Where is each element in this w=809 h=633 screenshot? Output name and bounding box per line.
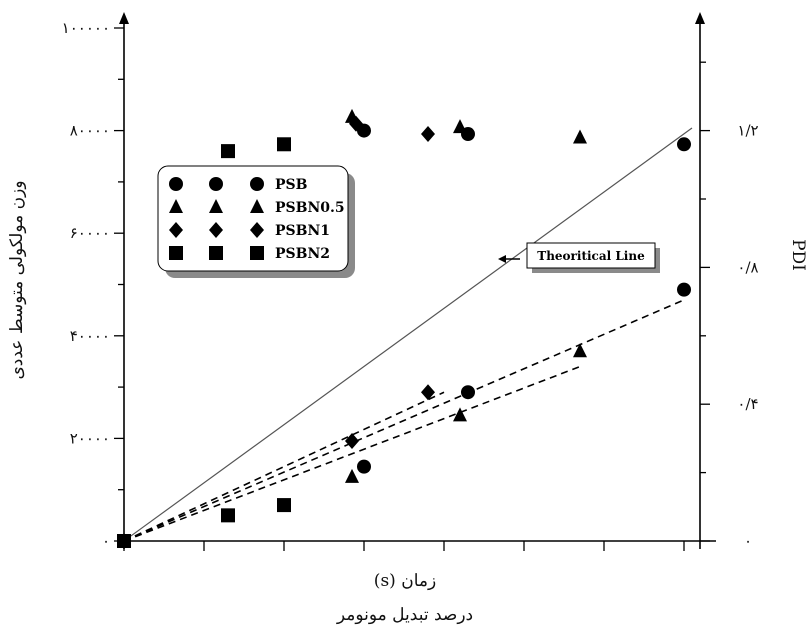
mn-point-psbn2 bbox=[117, 534, 131, 548]
annotation-arrowhead bbox=[498, 255, 506, 263]
mn-point-psbn05 bbox=[345, 468, 359, 483]
pdi-point-psbn05 bbox=[573, 129, 587, 144]
plot-frame bbox=[118, 12, 716, 549]
mn-point-psbn1 bbox=[345, 432, 359, 449]
pdi-point-psbn2 bbox=[277, 137, 291, 152]
chart-lines bbox=[123, 127, 693, 542]
fit-line-psbn05 bbox=[123, 365, 581, 542]
legend-marker bbox=[250, 246, 264, 260]
legend-label: PSB bbox=[275, 177, 308, 193]
legend-marker bbox=[250, 199, 264, 213]
legend-marker bbox=[209, 222, 223, 238]
mn-point-psb bbox=[677, 282, 691, 297]
left-tick-label: ۱۰۰۰۰۰ bbox=[62, 19, 110, 37]
legend-label: PSBN1 bbox=[275, 223, 330, 239]
left-axis-arrow bbox=[119, 12, 129, 24]
legend-marker bbox=[209, 246, 223, 260]
mn-point-psb bbox=[461, 385, 475, 400]
mn-point-psbn05 bbox=[453, 407, 467, 422]
mn-point-psb bbox=[357, 459, 371, 474]
theoretical-line-label: Theoritical Line bbox=[537, 249, 645, 263]
mn-point-psbn1 bbox=[421, 384, 435, 401]
fit-line-psb bbox=[123, 299, 685, 542]
fit-line-psbn1 bbox=[123, 391, 445, 542]
chart-marks bbox=[117, 108, 691, 549]
legend-marker bbox=[169, 246, 183, 260]
right-axis-arrow bbox=[695, 12, 705, 24]
y-axis-label-left: وزن مولکولی متوسط عددی bbox=[7, 180, 27, 379]
x-axis-label-line1: زمان (s) bbox=[374, 571, 436, 591]
mn-point-psbn2 bbox=[221, 508, 235, 523]
right-tick-label: ۱/۲ bbox=[737, 122, 758, 140]
mn-point-psbn2 bbox=[277, 498, 291, 513]
x-axis-label-line2: درصد تبدیل مونومر bbox=[336, 605, 473, 625]
right-tick-label: ۰/۸ bbox=[737, 258, 758, 276]
pdi-point-psbn05 bbox=[453, 119, 467, 134]
axis-ticks: ۰ ۲۰۰۰۰ ۴۰۰۰۰ ۶۰۰۰۰ ۸۰۰۰۰ ۱۰۰۰۰۰ ۰ ۰/۴ ۰/۸ ۱/۲ bbox=[62, 19, 759, 551]
pdi-point-psbn1 bbox=[421, 126, 435, 143]
legend-marker bbox=[209, 177, 223, 191]
left-tick-label: ۶۰۰۰۰ bbox=[70, 224, 110, 242]
legend: PSB PSBN0.5 PSBN1 PSBN2 bbox=[157, 165, 355, 278]
pdi-point-psb bbox=[357, 123, 371, 138]
left-tick-label: ۴۰۰۰۰ bbox=[70, 327, 110, 345]
left-tick-label: ۸۰۰۰۰ bbox=[70, 122, 110, 140]
pdi-point-psbn1 bbox=[349, 115, 363, 132]
left-tick-label: ۲۰۰۰۰ bbox=[70, 429, 110, 447]
y-axis-label-right: PDI bbox=[788, 239, 808, 271]
legend-box bbox=[157, 165, 349, 272]
pdi-point-psb bbox=[677, 137, 691, 152]
legend-marker bbox=[209, 199, 223, 213]
annotation-box bbox=[526, 242, 656, 269]
legend-marker bbox=[169, 177, 183, 191]
legend-label: PSBN0.5 bbox=[275, 200, 345, 216]
theoretical-line-annotation: Theoritical Line bbox=[498, 242, 660, 273]
legend-marker bbox=[250, 222, 264, 238]
left-tick-label: ۰ bbox=[102, 532, 110, 550]
legend-marker bbox=[169, 199, 183, 213]
legend-label: PSBN2 bbox=[275, 246, 330, 262]
legend-marker bbox=[250, 177, 264, 191]
right-tick-label: ۰/۴ bbox=[737, 395, 758, 413]
right-tick-label: ۰ bbox=[744, 532, 752, 550]
legend-marker bbox=[169, 222, 183, 238]
mn-point-psbn05 bbox=[573, 343, 587, 358]
theoretical-line bbox=[123, 127, 693, 542]
pdi-point-psbn2 bbox=[221, 144, 235, 159]
